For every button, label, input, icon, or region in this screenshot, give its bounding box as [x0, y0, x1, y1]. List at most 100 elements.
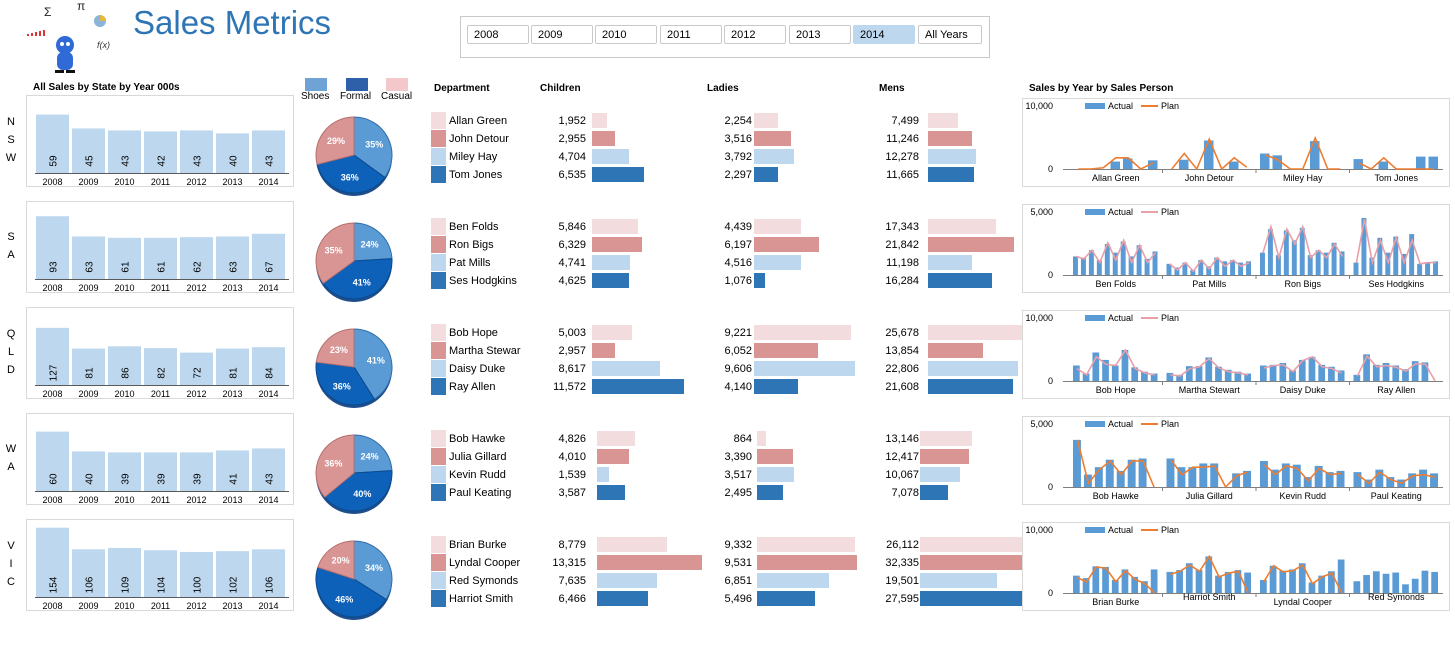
state-label-wa: A: [7, 461, 15, 473]
combo-actual-bar-sa: [1112, 252, 1118, 275]
employee-name-vic: Red Symonds: [449, 575, 519, 587]
ladies-bar-qld: [754, 379, 798, 394]
yearly-bar-vic: [144, 550, 177, 597]
pie-chart-vic: 34% 46% 20%: [312, 539, 396, 623]
combo-plan-line-vic: [1263, 563, 1343, 594]
combo-actual-bar-wa: [1094, 467, 1103, 487]
yearly-category-sa: 2010: [114, 283, 134, 292]
combo-legend-actual-wa: Actual: [1108, 419, 1133, 429]
mens-bar-qld: [928, 379, 1014, 394]
mens-bar-sa: [928, 237, 1015, 252]
combo-plan-line-wa: [1170, 459, 1248, 489]
year-button-2012[interactable]: 2012: [724, 25, 786, 44]
pie-slice-casual-vic: [317, 540, 355, 580]
combo-actual-bar-sa: [1299, 227, 1305, 275]
ladies-value-nsw: 2,254: [724, 115, 752, 127]
combo-actual-bar-sa: [1088, 250, 1094, 275]
combo-plan-line-vic: [1170, 554, 1249, 594]
combo-actual-bar-wa: [1270, 469, 1279, 487]
year-button-2010[interactable]: 2010: [595, 25, 657, 44]
yearly-bar-nsw: [252, 130, 285, 173]
children-bar-vic: [597, 591, 649, 606]
mens-value-sa: 11,198: [886, 257, 919, 269]
legend-label-casual: Casual: [381, 91, 413, 102]
pie-label-formal-wa: 40%: [353, 489, 371, 499]
combo-actual-bar-wa: [1138, 458, 1147, 487]
pie-slice-formal-nsw: [316, 154, 386, 194]
combo-actual-bar-qld: [1279, 363, 1287, 381]
sales-person-chart-wa: 5,000 0 Actual Plan Bob Hawke Julia Gillard Ke…: [1022, 416, 1450, 505]
combo-actual-bar-wa: [1336, 470, 1345, 487]
yearly-bar-label-wa: 39: [157, 473, 168, 485]
ladies-bar-qld: [754, 361, 855, 376]
mens-bar-wa: [920, 431, 972, 446]
combo-actual-bar-sa: [1238, 262, 1244, 275]
combo-actual-bar-sa: [1174, 267, 1180, 275]
yearly-bar-qld: [180, 352, 213, 385]
combo-ymax-qld: 10,000: [1025, 313, 1053, 323]
yearly-category-qld: 2010: [114, 389, 134, 398]
yearly-bar-label-vic: 154: [49, 576, 60, 593]
yearly-bar-qld: [72, 348, 105, 385]
ladies-bar-nsw: [754, 113, 778, 128]
children-bar-wa: [597, 449, 629, 464]
state-label-nsw: W: [5, 152, 17, 164]
row-swatch-sa: [431, 254, 446, 271]
children-value-qld: 2,957: [558, 345, 586, 357]
employee-name-vic: Lyndal Cooper: [449, 557, 521, 569]
yearly-bar-sa: [252, 233, 285, 279]
pie-label-casual-wa: 36%: [324, 458, 342, 468]
ladies-bar-wa: [757, 485, 784, 500]
state-label-qld: L: [7, 346, 15, 358]
row-swatch-qld: [431, 324, 446, 341]
combo-plan-line-sa: [1262, 223, 1344, 261]
ladies-bar-vic: [757, 555, 858, 570]
sales-person-chart-qld: 10,000 0 Actual Plan Bob Hope Martha Stewart D…: [1022, 310, 1450, 399]
ladies-value-wa: 2,495: [724, 487, 752, 499]
combo-actual-bar-qld: [1372, 364, 1380, 381]
combo-actual-bar-wa: [1073, 439, 1081, 487]
year-button-2014[interactable]: 2014: [853, 25, 915, 44]
combo-actual-bar-sa: [1339, 251, 1345, 275]
combo-actual-bar-qld: [1195, 366, 1203, 381]
row-swatch-qld: [431, 378, 446, 395]
yearly-category-wa: 2010: [114, 495, 134, 504]
yearly-category-wa: 2011: [151, 495, 170, 504]
combo-actual-bar-vic: [1102, 566, 1109, 593]
children-value-vic: 8,779: [558, 539, 586, 551]
mens-bar-qld: [928, 361, 1019, 376]
combo-plan-line-sa: [1355, 219, 1437, 266]
combo-actual-bar-vic: [1131, 576, 1139, 593]
combo-actual-bar-sa: [1401, 253, 1407, 275]
yearly-bar-label-nsw: 43: [193, 155, 204, 167]
combo-actual-bar-sa: [1433, 261, 1438, 275]
combo-group-label-wa: Bob Hawke: [1093, 491, 1139, 501]
ladies-value-wa: 3,517: [724, 469, 752, 481]
ladies-value-qld: 9,221: [724, 327, 752, 339]
year-button-all[interactable]: All Years: [918, 25, 982, 44]
year-button-2011[interactable]: 2011: [660, 25, 722, 44]
year-button-2008[interactable]: 2008: [467, 25, 529, 44]
combo-legend-actual-qld: Actual: [1108, 313, 1133, 323]
combo-legend-plan-sa: Plan: [1161, 207, 1179, 217]
yearly-bar-label-qld: 86: [121, 367, 132, 379]
combo-actual-bar-qld: [1102, 359, 1109, 381]
yearly-bar-label-nsw: 40: [229, 155, 240, 167]
year-button-2009[interactable]: 2009: [531, 25, 593, 44]
state-label-nsw: S: [7, 134, 15, 146]
children-bar-qld: [592, 361, 661, 376]
state-label-vic: I: [9, 558, 13, 570]
pie-label-shoes-nsw: 35%: [365, 140, 383, 150]
yearly-bar-label-qld: 127: [49, 364, 60, 381]
yearly-bar-label-nsw: 42: [157, 155, 168, 167]
combo-group-label-nsw: Tom Jones: [1374, 173, 1418, 183]
combo-actual-bar-qld: [1092, 352, 1100, 381]
ladies-value-nsw: 2,297: [724, 169, 752, 181]
combo-actual-bar-vic: [1308, 582, 1316, 593]
combo-actual-bar-nsw: [1123, 158, 1133, 169]
state-label-qld: D: [7, 364, 15, 376]
combo-plan-line-nsw: [1171, 137, 1248, 171]
pie-chart-sa: 24% 41% 35%: [312, 221, 396, 305]
year-button-2013[interactable]: 2013: [789, 25, 851, 44]
combo-actual-bar-sa: [1369, 257, 1375, 275]
